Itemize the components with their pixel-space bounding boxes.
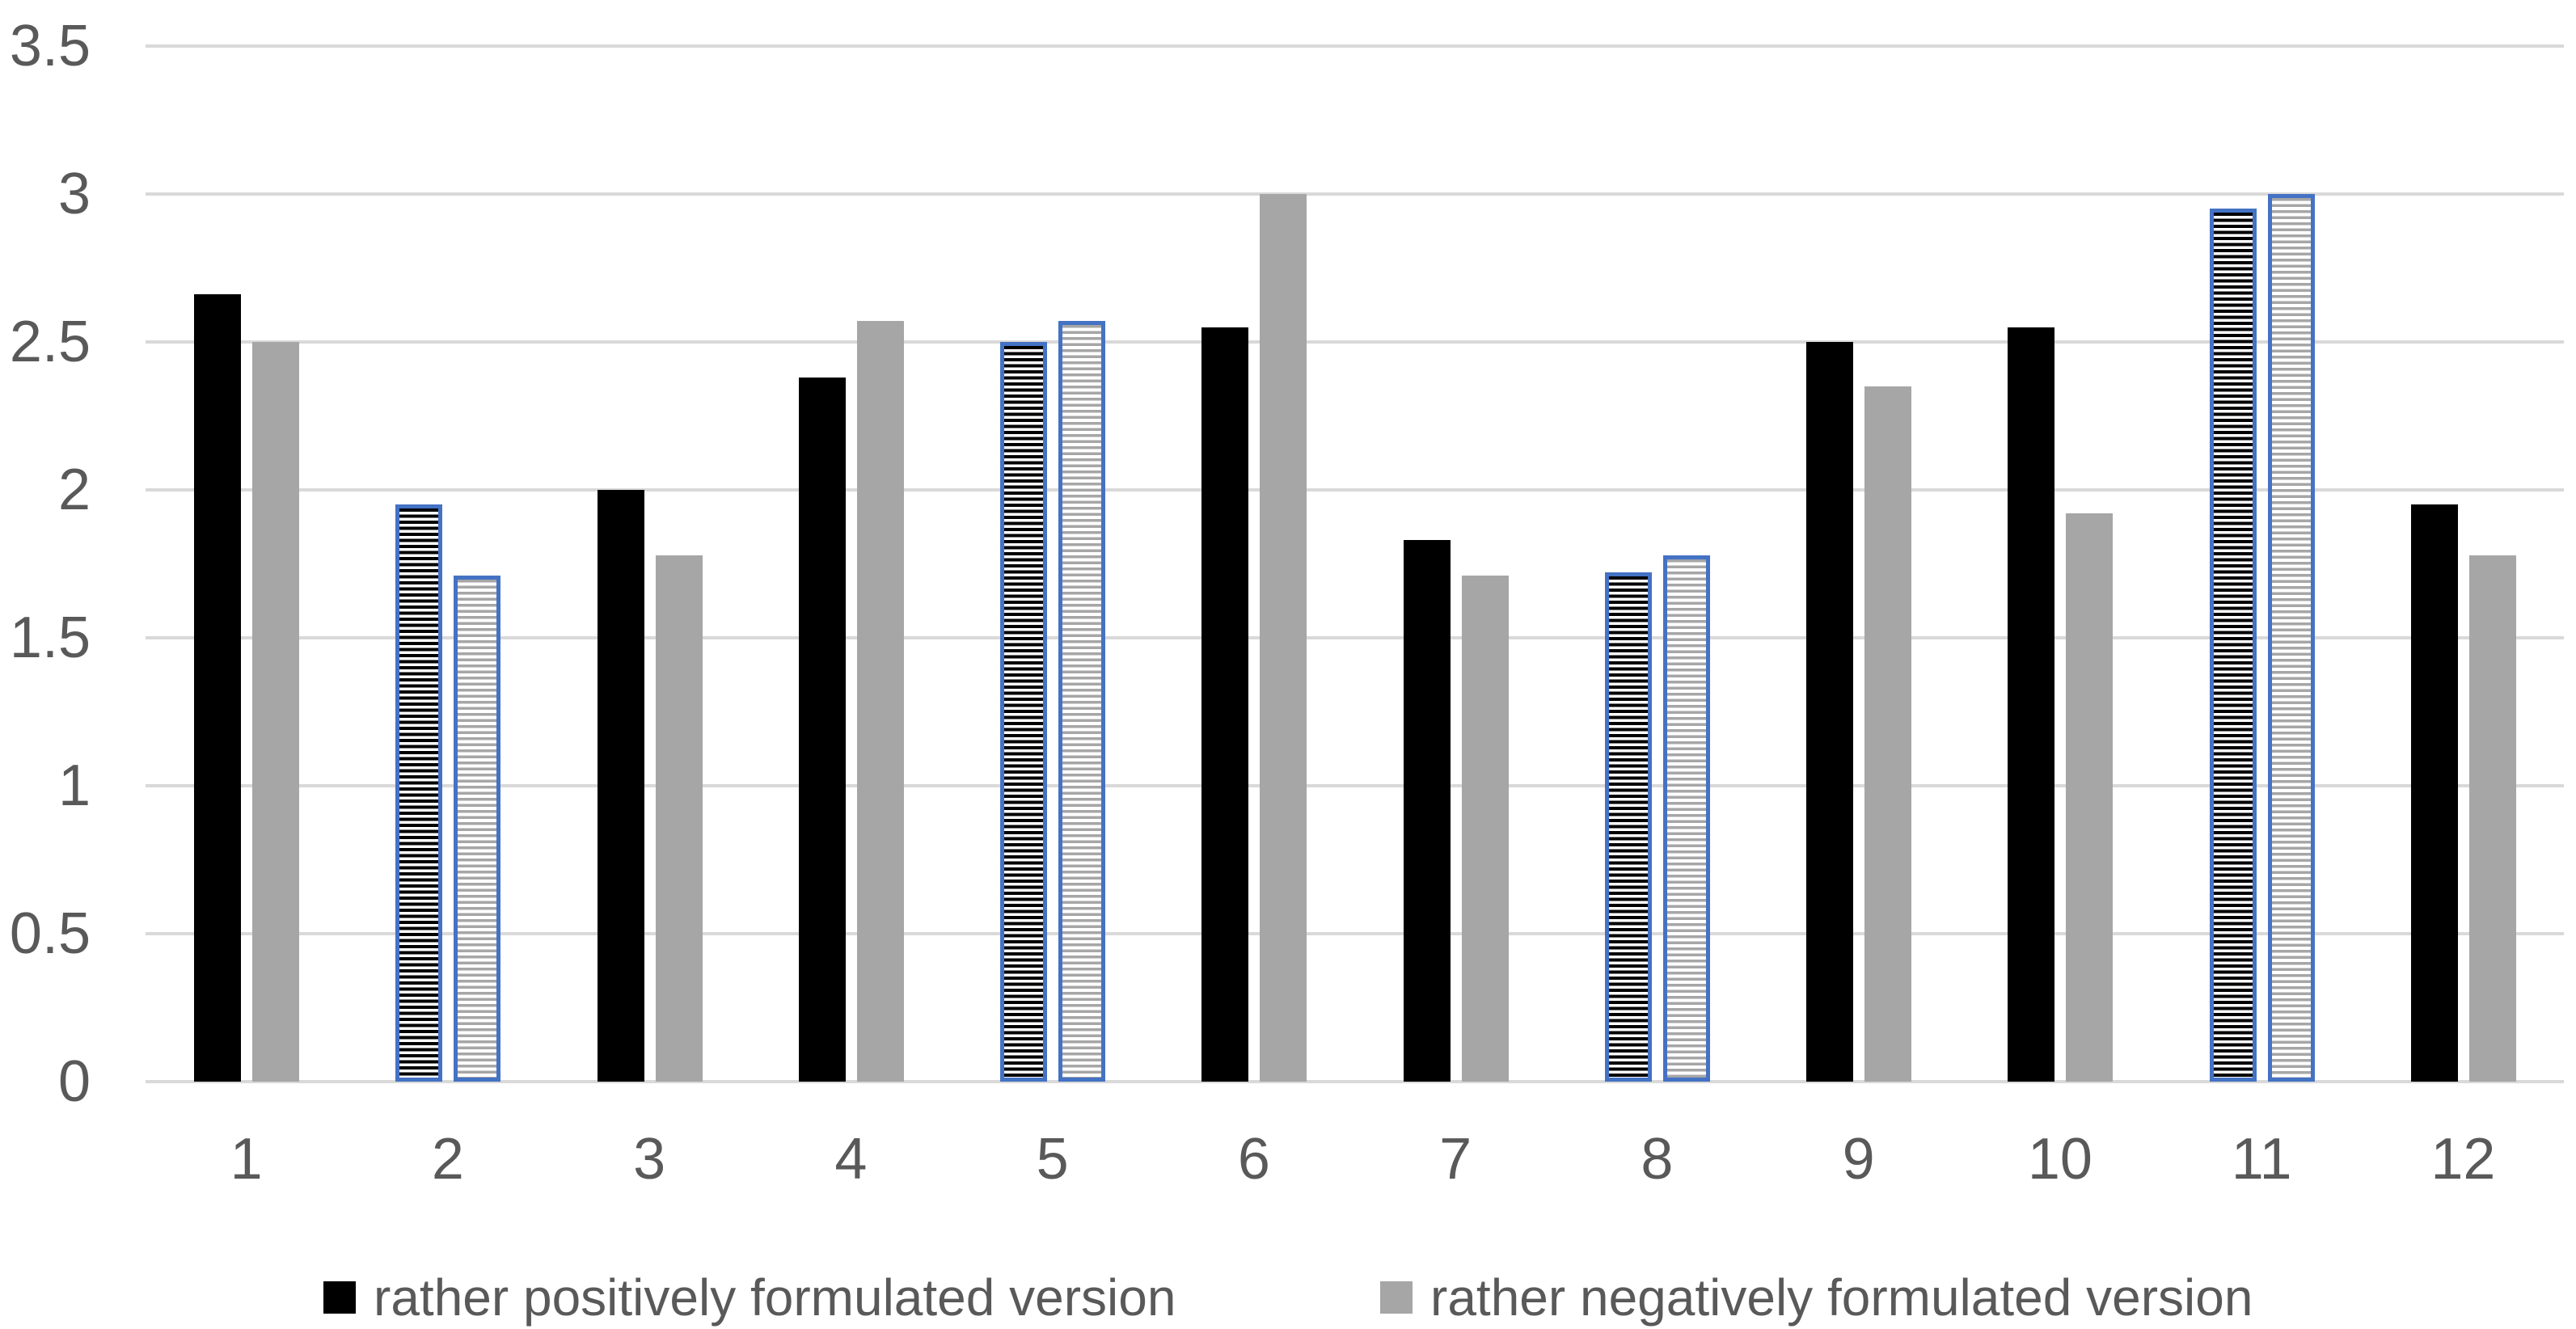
y-axis-tick-label-0.5: 0.5 (9, 901, 91, 966)
x-axis-category-label-4: 4 (834, 1127, 868, 1192)
bar-positive-category-9 (1806, 342, 1853, 1082)
y-axis-tick-label-2.5: 2.5 (9, 310, 91, 374)
gridline-1 (146, 784, 2564, 787)
gridline-2.5 (146, 340, 2564, 344)
legend-label-negative: rather negatively formulated version (1430, 1268, 2253, 1327)
bar-positive-category-6 (1201, 327, 1249, 1082)
x-axis-category-label-8: 8 (1641, 1127, 1674, 1192)
gridline-3 (146, 192, 2564, 196)
bar-negative-category-7 (1461, 576, 1509, 1082)
bar-negative-category-10 (2066, 513, 2114, 1082)
x-axis-category-label-11: 11 (2231, 1127, 2292, 1192)
bar-positive-category-5-hatched (1000, 342, 1047, 1082)
legend-swatch-negative-gray (1380, 1281, 1413, 1314)
legend-item-negative: rather negatively formulated version (1380, 1264, 2253, 1329)
bar-positive-category-12 (2410, 504, 2458, 1082)
bar-negative-category-1 (252, 342, 299, 1082)
x-axis-category-label-5: 5 (1036, 1127, 1069, 1192)
x-axis-category-label-7: 7 (1439, 1127, 1472, 1192)
gridline-0.5 (146, 932, 2564, 935)
bar-positive-category-2-hatched (395, 504, 443, 1082)
bar-negative-category-5-hatched (1058, 321, 1105, 1082)
x-axis-category-label-3: 3 (633, 1127, 666, 1192)
bar-negative-category-6 (1260, 194, 1307, 1082)
bar-negative-category-4 (856, 321, 904, 1082)
gridline-2 (146, 488, 2564, 492)
bar-negative-category-2-hatched (454, 576, 501, 1082)
bar-positive-category-8-hatched (1604, 572, 1652, 1082)
bar-negative-category-11-hatched (2267, 194, 2315, 1082)
legend-item-positive: rather positively formulated version (323, 1264, 1176, 1329)
y-axis-tick-label-0: 0 (57, 1049, 91, 1114)
bar-negative-category-8-hatched (1662, 555, 1710, 1082)
x-axis-category-label-2: 2 (431, 1127, 464, 1192)
bar-positive-category-10 (2008, 327, 2055, 1082)
y-axis-tick-label-2: 2 (57, 458, 91, 522)
y-axis-tick-label-3.5: 3.5 (9, 14, 91, 78)
bar-negative-category-3 (655, 555, 703, 1082)
legend-label-positive: rather positively formulated version (374, 1268, 1176, 1327)
x-axis-category-label-1: 1 (230, 1127, 263, 1192)
gridline-0 (146, 1080, 2564, 1083)
x-axis-category-label-9: 9 (1842, 1127, 1875, 1192)
x-axis-category-label-10: 10 (2027, 1127, 2092, 1192)
bar-positive-category-11-hatched (2209, 209, 2257, 1082)
x-axis-category-label-12: 12 (2430, 1127, 2496, 1192)
y-axis-tick-label-1.5: 1.5 (9, 605, 91, 670)
x-axis-category-label-6: 6 (1237, 1127, 1270, 1192)
bar-negative-category-12 (2468, 555, 2516, 1082)
bar-positive-category-4 (798, 377, 846, 1082)
bar-positive-category-1 (194, 294, 241, 1082)
gridline-1.5 (146, 636, 2564, 639)
gridline-3.5 (146, 44, 2564, 48)
y-axis-tick-label-3: 3 (57, 162, 91, 226)
bar-positive-category-3 (597, 490, 644, 1082)
bar-positive-category-7 (1403, 540, 1451, 1082)
legend-swatch-positive-black (323, 1281, 356, 1314)
y-axis-tick-label-1: 1 (57, 753, 91, 818)
bar-negative-category-9 (1864, 386, 1911, 1082)
